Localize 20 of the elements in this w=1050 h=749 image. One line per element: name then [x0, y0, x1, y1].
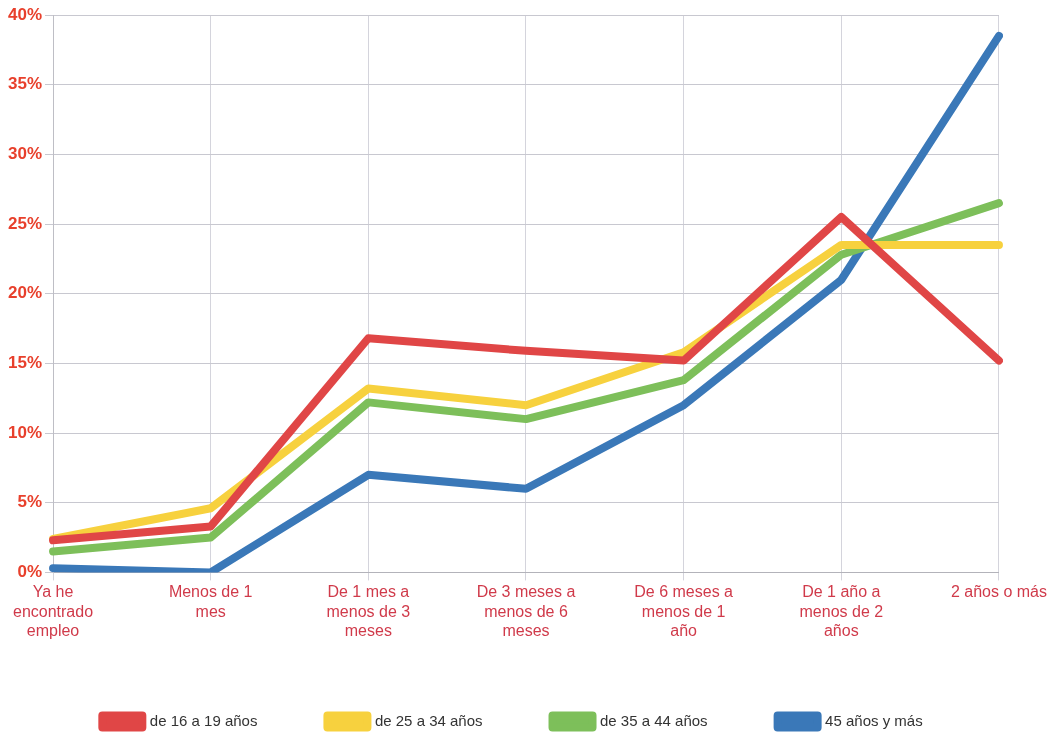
- legend-label: de 16 a 19 años: [149, 711, 258, 729]
- x-tick-label: De 3 meses a menos de 6 meses: [476, 583, 576, 639]
- x-tick-label: 2 años o más: [950, 583, 1047, 601]
- y-tick-label: 20%: [7, 283, 43, 303]
- y-tick-label: 40%: [7, 4, 43, 24]
- legend-label: de 35 a 44 años: [600, 711, 708, 729]
- y-tick-label: 35%: [7, 74, 43, 94]
- legend-label: 45 años y más: [825, 711, 923, 729]
- x-tick-label: De 1 mes a menos de 3 meses: [326, 583, 411, 639]
- y-tick-label: 10%: [7, 422, 43, 442]
- x-tick-label: Ya he encontrado empleo: [12, 583, 94, 639]
- legend-label: de 25 a 34 años: [374, 711, 483, 729]
- x-tick-label: De 1 año a menos de 2 años: [799, 583, 884, 639]
- y-tick-label: 15%: [7, 353, 43, 373]
- y-tick-label: 25%: [7, 213, 43, 233]
- y-tick-label: 0%: [17, 562, 43, 582]
- y-tick-label: 30%: [7, 144, 43, 164]
- x-tick-label: Menos de 1 mes: [168, 583, 253, 620]
- y-tick-label: 5%: [17, 492, 43, 512]
- x-tick-label: De 6 meses a menos de 1 año: [634, 583, 734, 639]
